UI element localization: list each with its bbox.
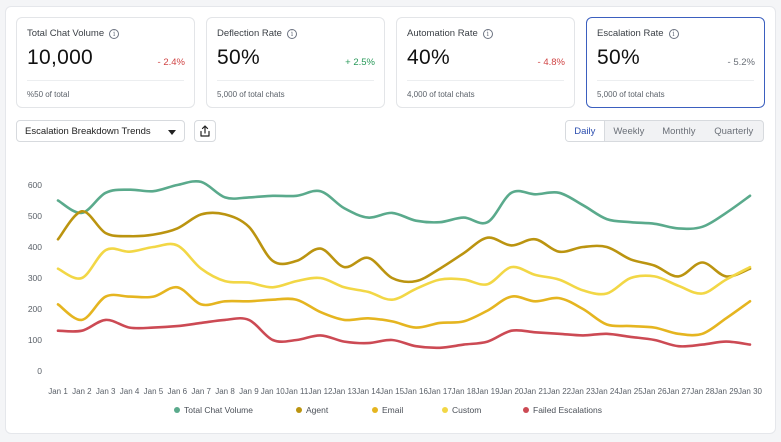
tab-quarterly[interactable]: Quarterly — [714, 125, 754, 137]
kpi-card-value: 10,000 — [27, 46, 94, 69]
kpi-card-value: 50% — [597, 46, 640, 69]
x-tick-label: Jan 29 — [714, 387, 739, 396]
series-line-failed-escalations — [56, 316, 752, 350]
x-tick-label: Jan 13 — [332, 387, 357, 396]
x-tick-label: Jan 10 — [261, 387, 286, 396]
y-tick-label: 200 — [28, 304, 42, 314]
series-line-agent — [56, 210, 752, 284]
y-tick-label: 400 — [28, 242, 42, 252]
info-icon[interactable]: i — [109, 28, 120, 39]
tab-weekly[interactable]: Weekly — [613, 125, 645, 137]
kpi-card-value: 50% — [217, 46, 260, 69]
divider — [27, 80, 184, 81]
x-tick-label: Jan 12 — [308, 387, 333, 396]
kpi-card-title: Total Chat Volume i — [27, 28, 120, 39]
legend-label: Custom — [452, 405, 481, 415]
legend-marker — [296, 407, 302, 413]
x-tick-label: Jan 30 — [738, 387, 763, 396]
x-tick-label: Jan 22 — [547, 387, 572, 396]
kpi-card[interactable]: Deflection Rate i 50% + 2.5% 5,000 of total … — [206, 17, 385, 108]
kpi-card-subtext: 5,000 of total chats — [217, 90, 285, 99]
kpi-card-title: Escalation Rate i — [597, 28, 679, 39]
x-tick-label: Jan 17 — [428, 387, 453, 396]
kpi-card-title-text: Escalation Rate — [597, 28, 664, 39]
legend-marker — [372, 407, 378, 413]
x-tick-label: Jan 11 — [285, 387, 309, 396]
kpi-card[interactable]: Total Chat Volume i 10,000 - 2.4% %50 of tot… — [16, 17, 195, 108]
x-tick-label: Jan 21 — [523, 387, 548, 396]
info-icon[interactable]: i — [482, 28, 493, 39]
legend-marker — [174, 407, 180, 413]
tab-monthly[interactable]: Monthly — [662, 125, 696, 137]
y-tick-label: 600 — [28, 180, 42, 190]
kpi-card-title: Deflection Rate i — [217, 28, 297, 39]
x-tick-label: Jan 7 — [191, 387, 211, 396]
series-line-custom — [56, 242, 752, 302]
x-tick-label: Jan 23 — [571, 387, 596, 396]
info-icon[interactable]: i — [286, 28, 297, 39]
y-tick-label: 100 — [28, 335, 42, 345]
y-tick-label: 300 — [28, 273, 42, 283]
x-tick-label: Jan 16 — [404, 387, 429, 396]
x-tick-label: Jan 24 — [595, 387, 620, 396]
x-tick-label: Jan 3 — [96, 387, 116, 396]
kpi-card[interactable]: Automation Rate i 40% - 4.8% 4,000 of total … — [396, 17, 575, 108]
time-range-tabs: Daily Weekly Monthly Quarterly — [565, 120, 764, 142]
x-tick-label: Jan 18 — [452, 387, 477, 396]
x-tick-label: Jan 20 — [499, 387, 524, 396]
x-tick-label: Jan 6 — [168, 387, 188, 396]
x-tick-label: Jan 8 — [215, 387, 235, 396]
x-tick-label: Jan 1 — [48, 387, 68, 396]
share-icon — [200, 125, 210, 137]
kpi-card-subtext: 4,000 of total chats — [407, 90, 475, 99]
legend-marker — [523, 407, 529, 413]
legend-marker — [442, 407, 448, 413]
kpi-card-title: Automation Rate i — [407, 28, 493, 39]
legend-label: Total Chat Volume — [184, 405, 253, 415]
tab-daily[interactable]: Daily — [566, 121, 605, 141]
x-tick-label: Jan 15 — [380, 387, 405, 396]
x-tick-label: Jan 27 — [666, 387, 691, 396]
series-line-total-chat-volume — [56, 179, 752, 231]
x-tick-label: Jan 19 — [476, 387, 501, 396]
kpi-card-title-text: Automation Rate — [407, 28, 478, 39]
chart-select-label: Escalation Breakdown Trends — [25, 126, 151, 137]
divider — [597, 80, 754, 81]
x-tick-label: Jan 26 — [643, 387, 668, 396]
x-tick-label: Jan 2 — [72, 387, 92, 396]
kpi-card-delta: - 5.2% — [727, 57, 755, 68]
kpi-card-subtext: 5,000 of total chats — [597, 90, 665, 99]
legend-label: Failed Escalations — [533, 405, 602, 415]
share-button[interactable] — [194, 120, 216, 142]
x-tick-label: Jan 28 — [690, 387, 715, 396]
series-line-email — [56, 285, 752, 337]
x-tick-label: Jan 4 — [120, 387, 140, 396]
legend-label: Email — [382, 405, 403, 415]
kpi-card-subtext: %50 of total — [27, 90, 70, 99]
x-tick-label: Jan 14 — [356, 387, 381, 396]
kpi-card-delta: - 2.4% — [157, 57, 185, 68]
kpi-card-title-text: Deflection Rate — [217, 28, 282, 39]
chart-select-dropdown[interactable]: Escalation Breakdown Trends — [16, 120, 185, 142]
y-tick-label: 0 — [37, 366, 42, 376]
kpi-card-delta: - 4.8% — [537, 57, 565, 68]
info-icon[interactable]: i — [668, 28, 679, 39]
divider — [217, 80, 374, 81]
kpi-card-value: 40% — [407, 46, 450, 69]
kpi-card-title-text: Total Chat Volume — [27, 28, 105, 39]
legend-label: Agent — [306, 405, 329, 415]
kpi-card-delta: + 2.5% — [345, 57, 375, 68]
x-tick-label: Jan 25 — [619, 387, 644, 396]
x-tick-label: Jan 5 — [144, 387, 164, 396]
chevron-down-icon — [168, 130, 176, 135]
x-tick-label: Jan 9 — [239, 387, 259, 396]
y-tick-label: 500 — [28, 211, 42, 221]
divider — [407, 80, 564, 81]
kpi-card[interactable]: Escalation Rate i 50% - 5.2% 5,000 of total … — [586, 17, 765, 108]
